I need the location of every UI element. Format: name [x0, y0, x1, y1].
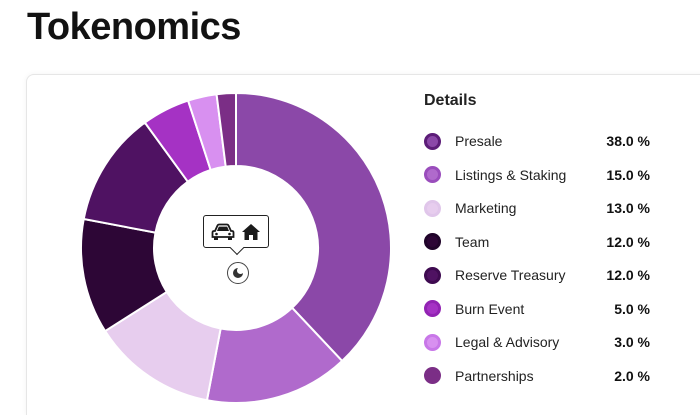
legend-swatch-icon — [424, 333, 441, 351]
legend-item[interactable]: Burn Event 5.0 % — [424, 298, 650, 320]
donut-slice-partnerships[interactable] — [215, 91, 237, 168]
house-icon — [241, 223, 261, 241]
donut-chart — [80, 91, 392, 403]
legend-label: Listings & Staking — [455, 166, 567, 183]
legend-value: 12.0 % — [606, 267, 650, 283]
legend-label: Reserve Treasury — [455, 267, 566, 283]
legend-label: Marketing — [455, 200, 517, 216]
legend-item[interactable]: Presale 38.0 % — [424, 130, 650, 152]
legend-swatch-icon — [424, 233, 441, 250]
legend-value: 3.0 % — [614, 334, 650, 350]
car-icon — [211, 223, 235, 241]
center-icon-badge[interactable] — [203, 215, 269, 248]
page-title: Tokenomics — [27, 6, 241, 48]
legend-swatch-icon — [424, 132, 441, 150]
legend-item[interactable]: Legal & Advisory 3.0 % — [424, 331, 650, 353]
legend-value: 5.0 % — [614, 300, 650, 317]
legend-swatch-icon — [424, 266, 441, 284]
donut-slice-presale[interactable] — [235, 91, 392, 363]
details-heading: Details — [424, 92, 477, 109]
legend-label: Team — [455, 233, 490, 250]
legend-value: 38.0 % — [606, 133, 650, 149]
legend-swatch-icon — [424, 300, 441, 317]
legend-swatch-icon — [424, 367, 441, 384]
legend-label: Presale — [455, 133, 503, 149]
legend-item[interactable]: Reserve Treasury 12.0 % — [424, 264, 650, 286]
legend-swatch-icon — [424, 199, 441, 217]
legend-value: 13.0 % — [606, 200, 650, 216]
legend-item[interactable]: Partnerships 2.0 % — [424, 365, 650, 387]
legend-label: Burn Event — [455, 300, 525, 317]
legend-value: 12.0 % — [606, 233, 650, 250]
legend-item[interactable]: Marketing 13.0 % — [424, 197, 650, 219]
legend-item[interactable]: Team 12.0 % — [424, 231, 650, 253]
legend-value: 15.0 % — [606, 166, 650, 183]
legend-label: Legal & Advisory — [455, 334, 560, 350]
legend-label: Partnerships — [455, 367, 534, 384]
legend-swatch-icon — [424, 166, 441, 183]
legend-item[interactable]: Listings & Staking 15.0 % — [424, 164, 650, 186]
legend-value: 2.0 % — [614, 367, 650, 384]
spinner-icon[interactable] — [227, 262, 249, 284]
